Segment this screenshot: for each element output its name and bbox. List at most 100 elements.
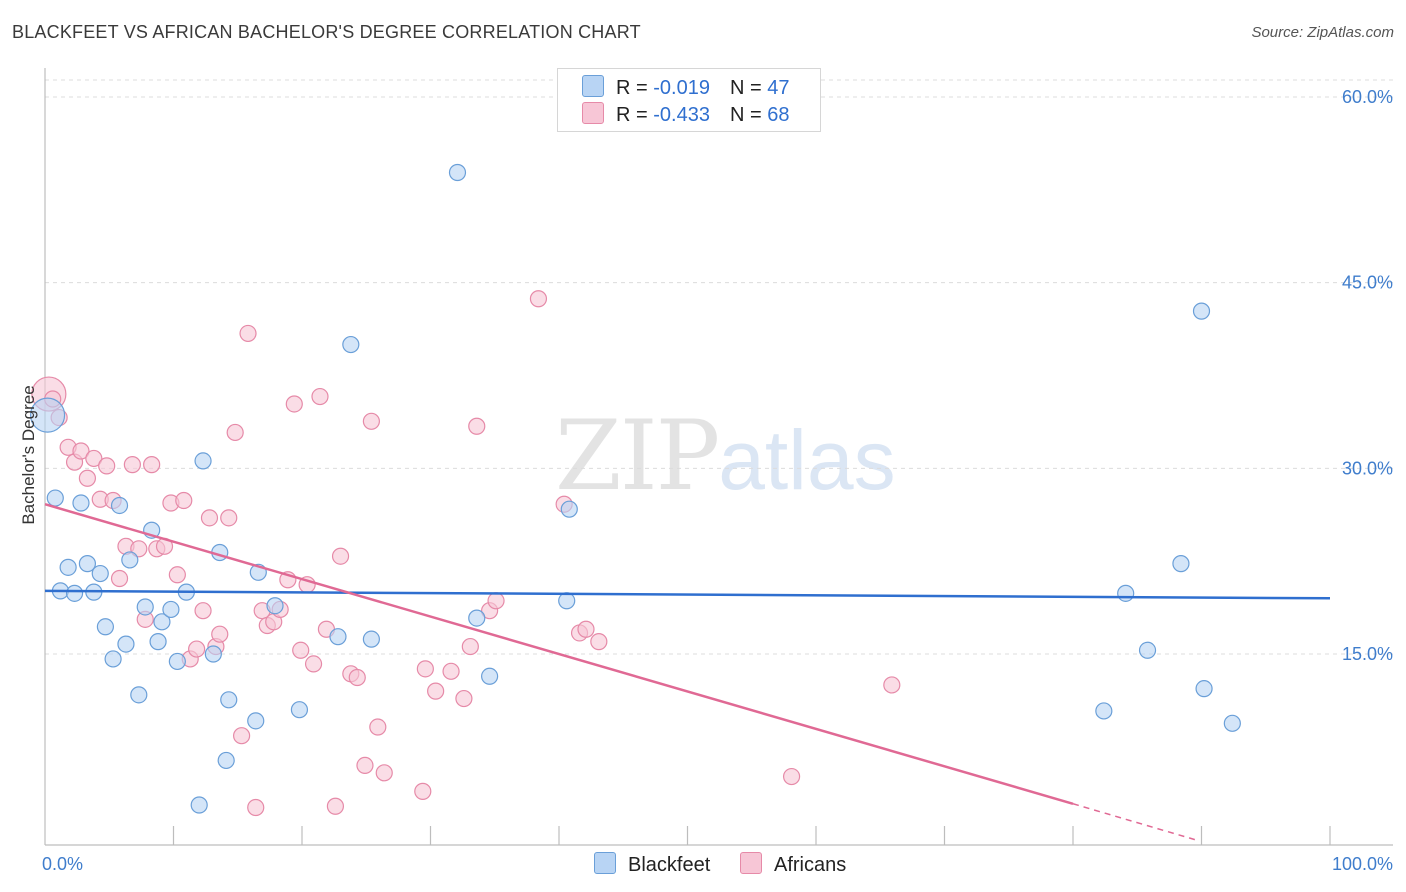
blackfeet-point	[362, 630, 380, 648]
legend-row-blackfeet: R = -0.019 N = 47	[582, 75, 789, 99]
africans-point	[331, 547, 350, 565]
blackfeet-point	[1138, 641, 1157, 659]
chart-title: BLACKFEET VS AFRICAN BACHELOR'S DEGREE C…	[12, 22, 641, 42]
blackfeet-point	[1117, 584, 1135, 602]
africans-point	[529, 290, 548, 308]
legend-swatch-africans	[582, 102, 604, 124]
africans-point	[461, 637, 479, 656]
africans-point	[123, 456, 141, 474]
legend-r-label: R =	[616, 77, 654, 99]
blackfeet-point	[162, 600, 180, 619]
y-tick-label: 15.0%	[1342, 644, 1393, 664]
blackfeet-point	[217, 751, 235, 770]
africans-point	[883, 676, 901, 694]
bottom-legend-label-blackfeet: Blackfeet	[628, 854, 711, 876]
africans-point	[110, 569, 129, 588]
blackfeet-point	[329, 628, 347, 646]
africans-point	[143, 456, 161, 474]
blackfeet-point	[1095, 702, 1113, 720]
tick-labels: 15.0% 30.0% 45.0% 60.0% 0.0% 100.0%	[42, 87, 1393, 874]
bottom-legend-swatch-africans	[740, 852, 762, 874]
y-axis-label: Bachelor's Degree	[19, 385, 38, 524]
blackfeet-point	[290, 701, 309, 719]
africans-point	[455, 689, 473, 708]
legend-n-value: 68	[767, 104, 790, 126]
x-tick-label: 0.0%	[42, 854, 83, 874]
legend-swatch-blackfeet	[582, 75, 604, 97]
blackfeet-point	[153, 613, 171, 631]
africans-point	[72, 442, 90, 460]
blackfeet-point	[91, 564, 109, 583]
grid-lines	[45, 79, 1393, 655]
africans-point	[304, 655, 323, 673]
blackfeet-point	[266, 597, 284, 615]
blackfeet-point	[220, 691, 238, 709]
blackfeet-point	[65, 584, 84, 602]
africans-point	[98, 457, 116, 475]
africans-point	[416, 660, 434, 678]
africans-trend-extension	[1072, 803, 1196, 841]
africans-point	[85, 449, 103, 468]
blackfeet-point	[130, 686, 148, 704]
legend-n-label: N =	[729, 77, 768, 99]
africans-point	[130, 540, 148, 558]
legend-n-label: N =	[729, 104, 768, 126]
africans-point	[233, 727, 251, 745]
blackfeet-point	[72, 494, 90, 512]
blackfeet-point	[342, 335, 360, 354]
blackfeet-point	[558, 592, 576, 610]
bottom-legend-africans: Africans	[740, 852, 846, 877]
blackfeet-point	[121, 551, 139, 569]
bottom-legend-swatch-blackfeet	[594, 852, 616, 874]
blackfeet-point	[46, 489, 64, 507]
legend: R = -0.019 N = 47 R = -0.433 N = 68	[557, 68, 821, 132]
legend-row-africans: R = -0.433 N = 68	[582, 102, 789, 126]
blackfeet-point	[136, 598, 154, 616]
blackfeet-point	[149, 633, 167, 651]
africans-point	[200, 509, 219, 527]
blackfeet-point	[96, 618, 114, 636]
blackfeet-point	[59, 558, 77, 576]
blackfeet-trend-line	[44, 589, 1331, 600]
africans-point	[220, 509, 238, 527]
blackfeet-point	[481, 667, 499, 685]
blackfeet-point	[78, 555, 97, 573]
blackfeet-point	[190, 796, 208, 814]
africans-point	[442, 662, 460, 680]
y-tick-label: 45.0%	[1342, 273, 1393, 293]
africans-point	[226, 423, 244, 442]
trend-lines	[44, 503, 1331, 841]
africans-point	[211, 625, 229, 643]
africans-point	[285, 395, 303, 413]
legend-n-value: 47	[767, 77, 790, 99]
blackfeet-point	[194, 452, 212, 470]
africans-point	[292, 641, 310, 659]
watermark-atlas: atlas	[718, 413, 896, 507]
africans-points	[31, 290, 901, 817]
africans-point	[414, 782, 432, 800]
bottom-legend-label-africans: Africans	[774, 854, 847, 876]
legend-r-label: R =	[616, 104, 654, 126]
blackfeet-point	[204, 645, 222, 663]
y-tick-label: 30.0%	[1342, 458, 1393, 478]
y-tick-label: 60.0%	[1342, 87, 1393, 107]
legend-r-value: -0.433	[653, 104, 710, 126]
africans-point	[168, 566, 186, 584]
africans-trend-line	[44, 503, 1074, 805]
blackfeet-point	[110, 496, 129, 515]
africans-point	[577, 620, 595, 638]
africans-point	[194, 602, 212, 620]
x-tick-label: 100.0%	[1332, 854, 1393, 874]
blackfeet-point	[448, 163, 467, 182]
blackfeet-point	[247, 712, 265, 730]
chart-source: Source: ZipAtlas.com	[1251, 24, 1394, 41]
africans-point	[356, 756, 374, 775]
africans-point	[247, 798, 265, 817]
blackfeet-point	[1192, 302, 1211, 320]
africans-point	[590, 633, 608, 651]
africans-point	[348, 668, 366, 687]
blackfeet-point	[117, 635, 135, 653]
watermark-zip: ZIP	[555, 400, 720, 512]
blackfeet-point	[104, 650, 122, 668]
